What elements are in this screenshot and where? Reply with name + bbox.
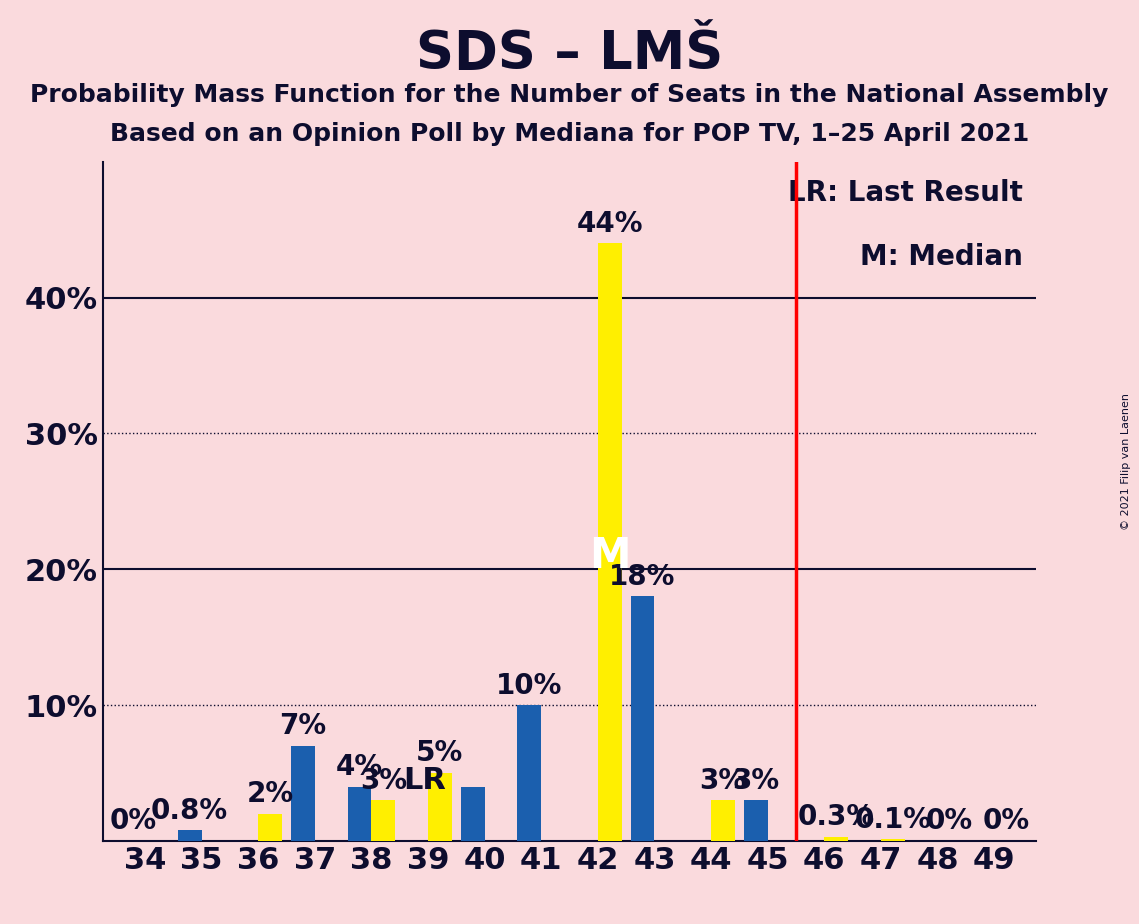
Text: 18%: 18% [609, 563, 675, 591]
Text: 0%: 0% [982, 808, 1030, 835]
Text: 7%: 7% [279, 712, 327, 740]
Bar [744, 800, 768, 841]
Bar [428, 772, 452, 841]
Bar [178, 830, 202, 841]
Text: 3%: 3% [360, 767, 407, 795]
Text: M: M [589, 535, 631, 577]
Text: 3%: 3% [699, 767, 746, 795]
Text: 44%: 44% [576, 210, 642, 237]
Bar [631, 596, 655, 841]
Bar [598, 243, 622, 841]
Text: M: Median: M: Median [860, 243, 1023, 272]
Text: 0%: 0% [926, 808, 973, 835]
Text: © 2021 Filip van Laenen: © 2021 Filip van Laenen [1121, 394, 1131, 530]
Text: 0.3%: 0.3% [797, 803, 875, 832]
Bar [290, 746, 314, 841]
Bar [259, 814, 282, 841]
Text: 0%: 0% [109, 808, 157, 835]
Text: 0.1%: 0.1% [854, 806, 932, 834]
Text: Based on an Opinion Poll by Mediana for POP TV, 1–25 April 2021: Based on an Opinion Poll by Mediana for … [109, 122, 1030, 146]
Bar [825, 837, 849, 841]
Text: 10%: 10% [497, 672, 563, 699]
Bar [371, 800, 395, 841]
Text: 0.8%: 0.8% [151, 796, 228, 824]
Text: LR: Last Result: LR: Last Result [787, 178, 1023, 207]
Text: 5%: 5% [416, 739, 464, 768]
Text: Probability Mass Function for the Number of Seats in the National Assembly: Probability Mass Function for the Number… [31, 83, 1108, 107]
Bar [461, 786, 484, 841]
Text: 4%: 4% [336, 753, 383, 781]
Bar [517, 705, 541, 841]
Bar [347, 786, 371, 841]
Text: 3%: 3% [732, 767, 779, 795]
Text: 2%: 2% [246, 780, 294, 808]
Text: SDS – LMŠ: SDS – LMŠ [416, 28, 723, 79]
Bar [711, 800, 735, 841]
Text: LR: LR [403, 766, 446, 795]
Bar [880, 840, 904, 841]
